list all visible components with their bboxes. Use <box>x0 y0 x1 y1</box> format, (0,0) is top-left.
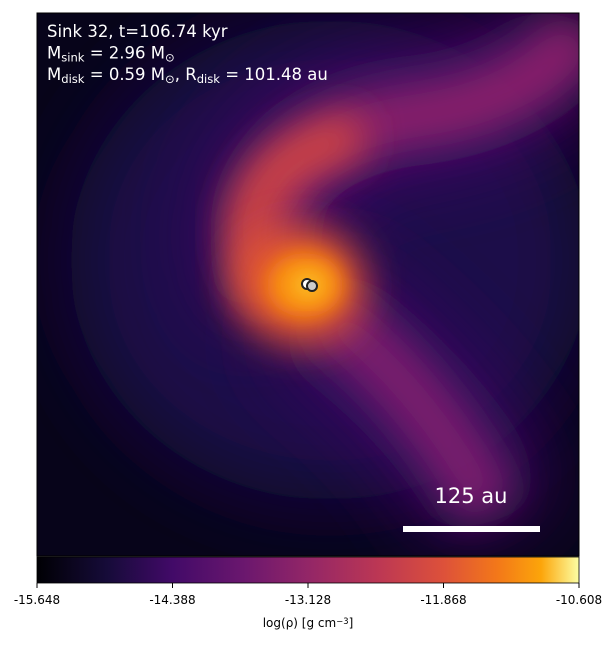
superscript: −3 <box>336 616 348 626</box>
text-segment: ] <box>349 616 354 630</box>
subscript: ⊙ <box>165 72 175 86</box>
annotation-line: Mdisk = 0.59 M⊙, Rdisk = 101.48 au <box>47 65 328 86</box>
scale-bar <box>403 526 540 532</box>
subscript: ⊙ <box>165 51 175 65</box>
colorbar-ticks: -15.648 -14.388 -13.128 -11.868 -10.608 <box>14 583 602 607</box>
tick-label: -15.648 <box>14 593 60 607</box>
scale-bar-label: 125 au <box>435 484 508 508</box>
subscript: disk <box>61 72 85 86</box>
colorbar <box>36 556 580 584</box>
tick-label: -14.388 <box>149 593 195 607</box>
tick-label: -10.608 <box>556 593 602 607</box>
density-image <box>37 13 579 556</box>
text-segment: = 0.59 M <box>85 65 166 84</box>
text-segment: = 2.96 M <box>84 44 165 63</box>
text-segment: M <box>47 65 61 84</box>
tick-label: -11.868 <box>420 593 466 607</box>
annotation-line: Msink = 2.96 M⊙ <box>47 44 175 65</box>
text-segment: = 101.48 au <box>220 65 328 84</box>
colorbar-label: log(ρ) [g cm−3] <box>263 616 354 630</box>
text-segment: Sink 32, t=106.74 kyr <box>47 22 228 41</box>
text-segment: , R <box>175 65 197 84</box>
subscript: sink <box>61 51 85 65</box>
text-segment: M <box>47 44 61 63</box>
subscript: disk <box>197 72 221 86</box>
text-segment: log(ρ) [g cm <box>263 616 337 630</box>
annotation-line: Sink 32, t=106.74 kyr <box>47 22 228 41</box>
tick-label: -13.128 <box>285 593 331 607</box>
